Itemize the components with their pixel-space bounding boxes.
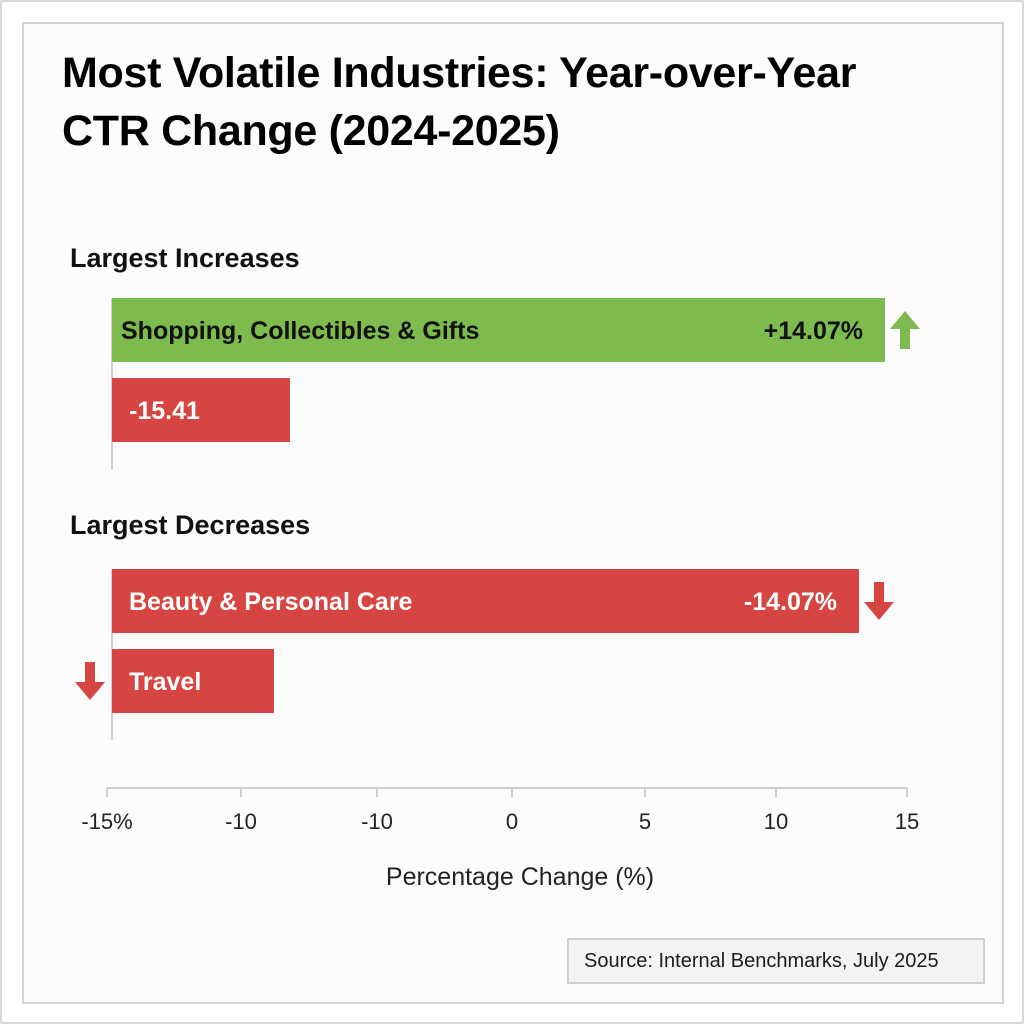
x-tick-label: 0: [506, 809, 518, 834]
bar-label: Beauty & Personal Care: [129, 588, 413, 616]
x-tick-label: 5: [639, 809, 651, 834]
x-tick-label: 10: [764, 809, 788, 834]
bar-shopping-collectibles-gifts[interactable]: [112, 298, 885, 362]
bar-label: Shopping, Collectibles & Gifts: [121, 317, 479, 345]
chart-panel: [22, 22, 1004, 1004]
arrow-down-icon: [864, 582, 894, 620]
section-label-decreases: Largest Decreases: [70, 510, 311, 540]
x-tick-label: -10: [225, 809, 257, 834]
x-tick-label: 15: [895, 809, 919, 834]
section-label-increases: Largest Increases: [70, 243, 300, 273]
bar-beauty-personal-care[interactable]: [112, 569, 859, 633]
x-tick-label: -15%: [81, 809, 132, 834]
arrow-down-icon: [75, 662, 105, 700]
bars-layer: Shopping, Collectibles & Gifts +14.07% -15…: [75, 298, 920, 740]
x-axis-title: Percentage Change (%): [386, 863, 654, 891]
bar-value-label: -14.07%: [744, 588, 837, 616]
source-note: Source: Internal Benchmarks, July 2025: [567, 938, 985, 984]
bar-unlabeled[interactable]: [112, 378, 290, 442]
x-axis: -15% -10 -10 0 5 10 15: [81, 787, 919, 834]
x-tick-label: -10: [361, 809, 393, 834]
bar-value-label: +14.07%: [764, 317, 863, 345]
arrow-up-icon: [890, 311, 920, 349]
bar-travel[interactable]: [112, 649, 274, 713]
bar-label: Travel: [129, 668, 201, 696]
bar-value-label: -15.41: [129, 397, 200, 425]
chart-title: Most Volatile Industries: Year-over-Year…: [62, 49, 857, 155]
